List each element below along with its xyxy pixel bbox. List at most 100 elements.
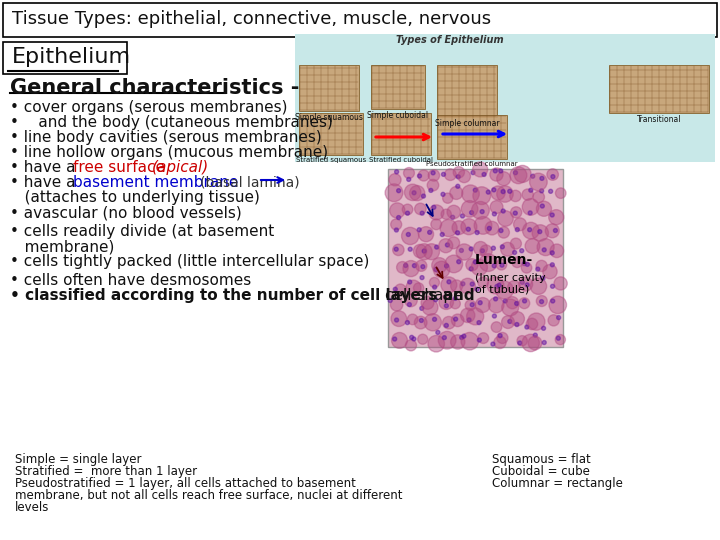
Circle shape [491, 186, 505, 200]
Circle shape [547, 169, 559, 180]
Circle shape [402, 227, 419, 245]
Text: Transitional: Transitional [636, 115, 681, 124]
Circle shape [473, 188, 477, 192]
Circle shape [469, 267, 473, 271]
Circle shape [532, 225, 549, 241]
Circle shape [420, 211, 424, 215]
Circle shape [531, 174, 535, 178]
Circle shape [460, 278, 475, 294]
Circle shape [467, 318, 471, 322]
Circle shape [452, 221, 466, 234]
FancyBboxPatch shape [3, 3, 717, 37]
Circle shape [519, 277, 533, 291]
Circle shape [533, 191, 544, 203]
Circle shape [528, 188, 533, 192]
Circle shape [485, 221, 499, 235]
Circle shape [447, 280, 451, 284]
Circle shape [432, 258, 447, 273]
Circle shape [412, 337, 416, 341]
Circle shape [510, 190, 521, 201]
FancyBboxPatch shape [437, 65, 497, 117]
Circle shape [500, 263, 504, 267]
Circle shape [528, 211, 532, 215]
Circle shape [528, 313, 545, 330]
Circle shape [526, 262, 529, 266]
Circle shape [541, 276, 545, 280]
Circle shape [521, 280, 524, 285]
Circle shape [516, 228, 519, 232]
FancyBboxPatch shape [371, 65, 425, 109]
Circle shape [487, 277, 504, 294]
Circle shape [469, 247, 473, 251]
Circle shape [499, 228, 503, 233]
FancyBboxPatch shape [299, 113, 363, 155]
Circle shape [473, 187, 490, 205]
Circle shape [513, 211, 517, 215]
Circle shape [539, 300, 544, 303]
Circle shape [497, 186, 513, 202]
FancyBboxPatch shape [437, 115, 507, 159]
Circle shape [438, 239, 453, 253]
Circle shape [395, 318, 399, 322]
Circle shape [498, 211, 513, 226]
Circle shape [474, 217, 492, 234]
Circle shape [471, 259, 487, 275]
Circle shape [456, 175, 460, 179]
Circle shape [475, 298, 490, 313]
Circle shape [461, 282, 465, 286]
Circle shape [397, 215, 400, 220]
Circle shape [443, 193, 453, 203]
Circle shape [487, 226, 491, 231]
Text: free surface: free surface [73, 160, 165, 175]
Circle shape [413, 283, 424, 293]
Circle shape [477, 321, 481, 325]
Circle shape [490, 168, 503, 181]
Circle shape [443, 316, 455, 329]
Circle shape [521, 262, 532, 273]
Circle shape [412, 191, 416, 195]
Circle shape [508, 281, 521, 293]
Text: • cells readily divide (at basement: • cells readily divide (at basement [10, 224, 274, 239]
Circle shape [458, 170, 470, 183]
Circle shape [413, 264, 416, 268]
Circle shape [537, 239, 554, 255]
Circle shape [461, 214, 464, 218]
Circle shape [467, 308, 484, 325]
Circle shape [506, 296, 518, 309]
Circle shape [427, 179, 438, 191]
Circle shape [405, 340, 416, 351]
Circle shape [461, 308, 475, 322]
Circle shape [497, 172, 510, 186]
Circle shape [522, 199, 539, 215]
Circle shape [442, 336, 446, 340]
Circle shape [467, 227, 470, 231]
Circle shape [541, 326, 546, 330]
Circle shape [433, 261, 450, 278]
Text: (Inner cavity
of tubule): (Inner cavity of tubule) [475, 273, 546, 295]
Circle shape [420, 275, 424, 280]
Circle shape [392, 333, 408, 348]
Text: • cover organs (serous membranes): • cover organs (serous membranes) [10, 100, 287, 115]
Circle shape [435, 245, 438, 249]
Circle shape [393, 287, 397, 291]
Circle shape [557, 316, 561, 320]
Circle shape [433, 298, 438, 302]
Circle shape [418, 334, 428, 344]
Circle shape [440, 219, 457, 237]
Circle shape [402, 204, 413, 215]
Circle shape [494, 336, 506, 348]
Circle shape [395, 170, 399, 174]
Circle shape [536, 201, 552, 217]
Circle shape [454, 317, 458, 321]
Circle shape [440, 233, 444, 237]
Circle shape [454, 296, 457, 300]
Circle shape [536, 260, 547, 272]
Circle shape [432, 205, 436, 210]
Circle shape [392, 337, 397, 341]
Circle shape [431, 171, 435, 175]
Circle shape [448, 237, 459, 249]
Text: Columnar = rectangle: Columnar = rectangle [492, 477, 623, 490]
Circle shape [415, 260, 427, 271]
Circle shape [391, 311, 407, 327]
Circle shape [444, 304, 449, 308]
